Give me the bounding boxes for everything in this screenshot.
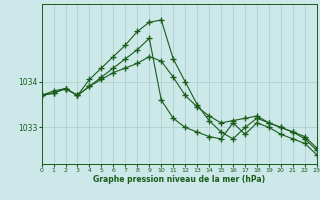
X-axis label: Graphe pression niveau de la mer (hPa): Graphe pression niveau de la mer (hPa) xyxy=(93,175,265,184)
